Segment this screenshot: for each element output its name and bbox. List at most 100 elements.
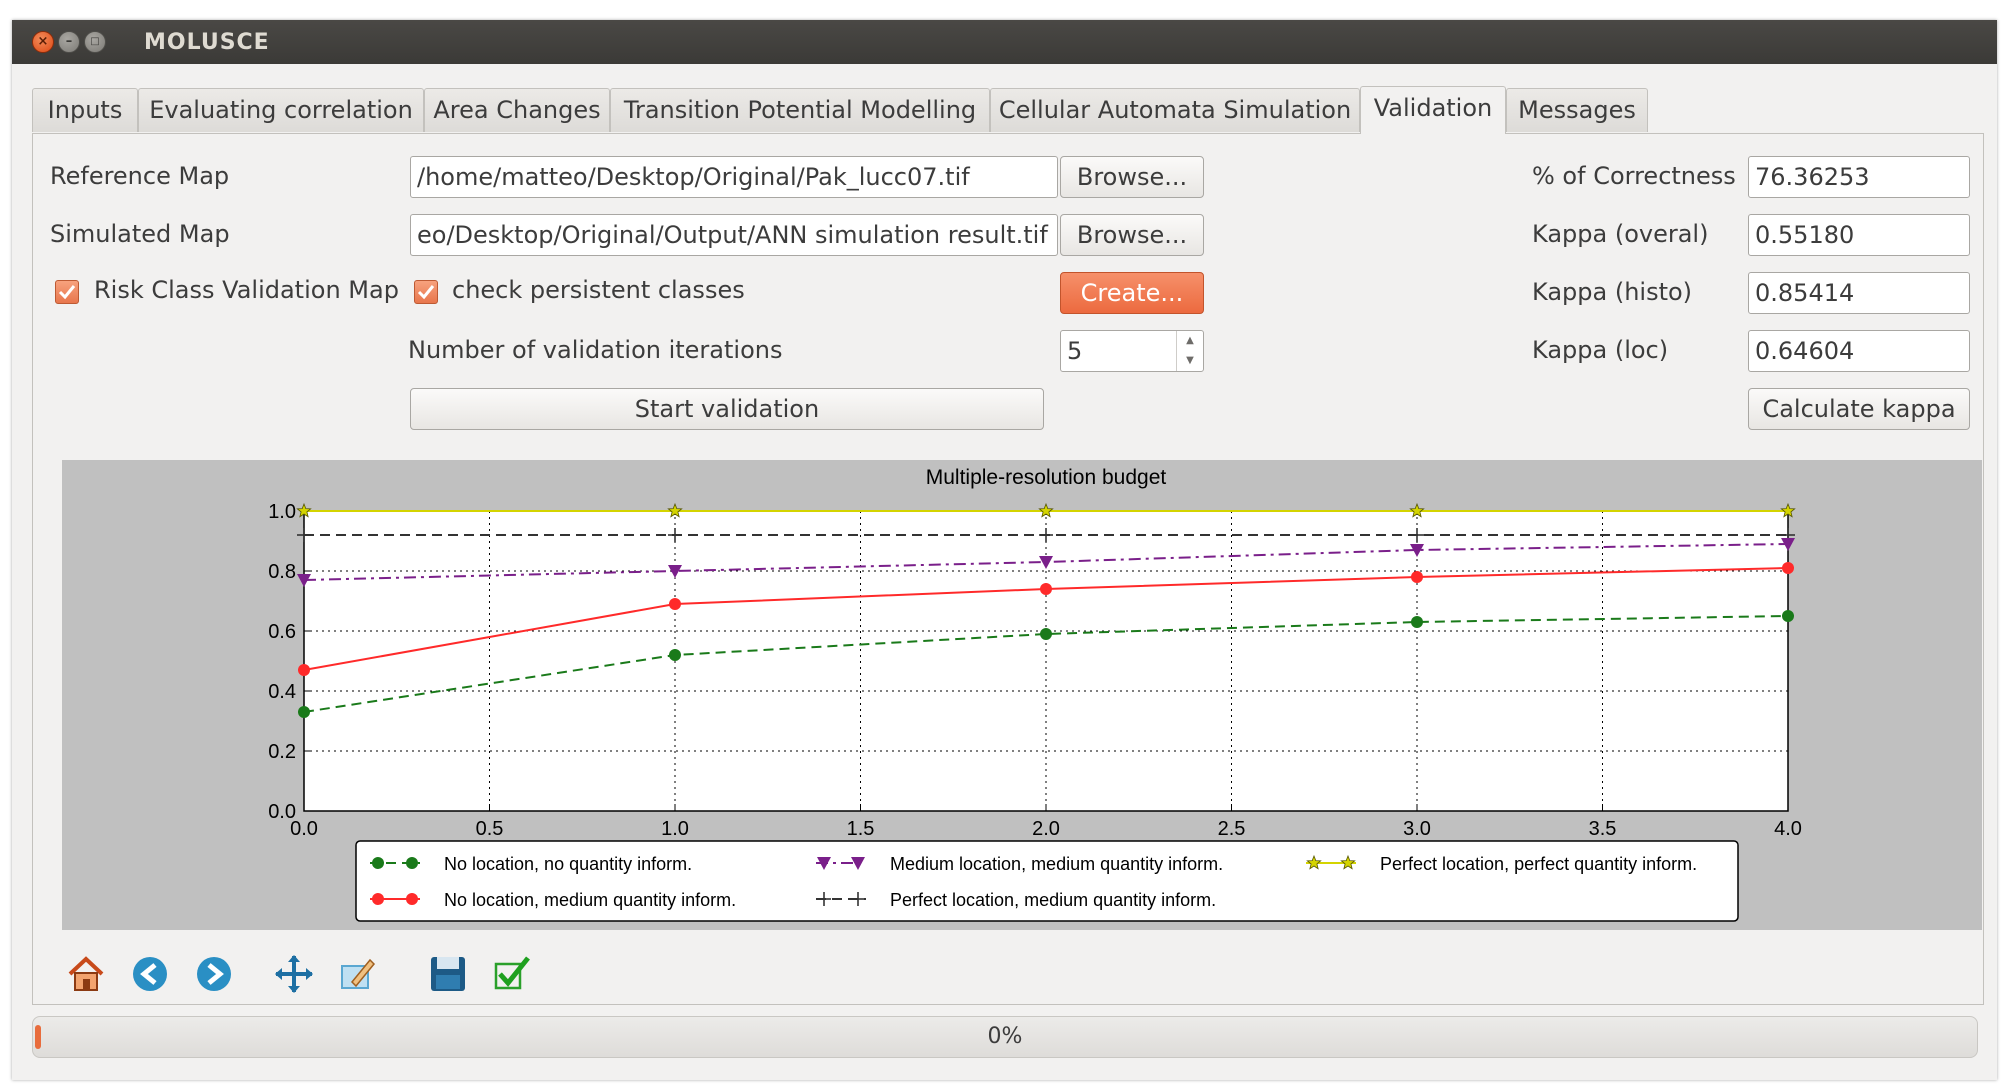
- legend-marker: [817, 892, 831, 906]
- simulated-map-input[interactable]: eo/Desktop/Original/Output/ANN simulatio…: [410, 214, 1058, 256]
- data-point: [297, 528, 311, 542]
- data-point: [1411, 616, 1423, 628]
- data-point: [296, 502, 312, 518]
- iterations-label: Number of validation iterations: [408, 336, 783, 364]
- minimize-window-button[interactable]: –: [58, 31, 80, 53]
- data-point: [1409, 502, 1425, 518]
- legend-marker: [817, 857, 831, 870]
- legend-marker: [851, 857, 865, 870]
- tab-area-changes[interactable]: Area Changes: [424, 88, 610, 132]
- tab-cellular-automata-simulation[interactable]: Cellular Automata Simulation: [990, 88, 1360, 132]
- legend-marker: [406, 857, 418, 869]
- kappa-loc-label: Kappa (loc): [1532, 336, 1669, 364]
- x-tick-label: 0.5: [476, 818, 504, 840]
- multiple-resolution-budget-chart: Multiple-resolution budget 0.0 0.5 1.0 1.5 2.…: [268, 466, 1802, 922]
- persistent-classes-checkbox[interactable]: [414, 280, 438, 304]
- x-tick-label: 0.0: [290, 818, 318, 840]
- simulated-map-label: Simulated Map: [50, 220, 230, 248]
- y-tick-label: 0.4: [268, 681, 296, 703]
- risk-class-checkbox[interactable]: [55, 280, 79, 304]
- y-tick-label: 0.0: [268, 801, 296, 823]
- data-point: [1782, 610, 1794, 622]
- correctness-label: % of Correctness: [1532, 162, 1736, 190]
- checkmark-icon: [58, 285, 76, 300]
- data-point: [298, 664, 310, 676]
- create-button[interactable]: Create...: [1060, 272, 1204, 314]
- risk-class-label: Risk Class Validation Map: [94, 276, 399, 304]
- y-tick-label: 1.0: [268, 501, 296, 523]
- home-icon[interactable]: [64, 952, 108, 996]
- pan-icon[interactable]: [272, 952, 316, 996]
- progress-text: 0%: [987, 1024, 1023, 1049]
- persistent-classes-label: check persistent classes: [452, 276, 745, 304]
- x-tick-label: 2.0: [1032, 818, 1060, 840]
- iterations-value: 5: [1067, 337, 1083, 365]
- legend-marker: [851, 892, 865, 906]
- title-bar: × – □ MOLUSCE: [12, 20, 1997, 64]
- kappa-overal-field[interactable]: 0.55180: [1748, 214, 1970, 256]
- tab-validation[interactable]: Validation: [1360, 86, 1506, 134]
- y-tick-label: 0.8: [268, 561, 296, 583]
- data-point: [668, 565, 682, 578]
- browse-simulated-button[interactable]: Browse...: [1060, 214, 1204, 256]
- data-point: [669, 598, 681, 610]
- molusce-window: × – □ MOLUSCE Inputs Evaluating correlat…: [12, 20, 1997, 1080]
- series-line: [303, 615, 1789, 713]
- data-point: [1781, 538, 1795, 551]
- tab-evaluating-correlation[interactable]: Evaluating correlation: [138, 88, 424, 132]
- spin-up-icon[interactable]: ▲: [1186, 335, 1194, 346]
- x-tick-label: 3.5: [1589, 818, 1617, 840]
- x-tick-label: 1.0: [661, 818, 689, 840]
- legend-label: Perfect location, perfect quantity infor…: [1380, 854, 1697, 874]
- legend-marker: [1306, 854, 1322, 870]
- data-point: [667, 502, 683, 518]
- check-icon[interactable]: [490, 952, 534, 996]
- x-tick-label: 2.5: [1218, 818, 1246, 840]
- legend-marker: [406, 893, 418, 905]
- legend-label: No location, no quantity inform.: [444, 854, 692, 874]
- checkmark-icon: [417, 285, 435, 300]
- tab-messages[interactable]: Messages: [1506, 88, 1648, 132]
- legend-marker: [372, 893, 384, 905]
- data-point: [669, 649, 681, 661]
- x-tick-label: 1.5: [847, 818, 875, 840]
- data-point: [1410, 528, 1424, 542]
- kappa-histo-label: Kappa (histo): [1532, 278, 1693, 306]
- close-window-button[interactable]: ×: [32, 31, 54, 53]
- data-point: [297, 574, 311, 587]
- legend-marker: [372, 857, 384, 869]
- kappa-loc-field[interactable]: 0.64604: [1748, 330, 1970, 372]
- y-tick-label: 0.6: [268, 621, 296, 643]
- calculate-kappa-button[interactable]: Calculate kappa: [1748, 388, 1970, 430]
- kappa-histo-field[interactable]: 0.85414: [1748, 272, 1970, 314]
- legend-marker: [1340, 854, 1356, 870]
- kappa-overal-label: Kappa (overal): [1532, 220, 1709, 248]
- forward-icon[interactable]: [192, 952, 236, 996]
- data-point: [1039, 528, 1053, 542]
- correctness-field[interactable]: 76.36253: [1748, 156, 1970, 198]
- legend-box: [355, 840, 1739, 922]
- iterations-spinbox[interactable]: 5 ▲ ▼: [1060, 330, 1204, 372]
- spin-arrows[interactable]: ▲ ▼: [1176, 331, 1203, 371]
- data-point: [1038, 502, 1054, 518]
- spin-down-icon[interactable]: ▼: [1186, 355, 1194, 366]
- data-point: [1039, 556, 1053, 569]
- chart-title: Multiple-resolution budget: [926, 466, 1167, 489]
- browse-reference-button[interactable]: Browse...: [1060, 156, 1204, 198]
- start-validation-button[interactable]: Start validation: [410, 388, 1044, 430]
- legend-label: No location, medium quantity inform.: [444, 890, 736, 910]
- back-icon[interactable]: [128, 952, 172, 996]
- reference-map-input[interactable]: /home/matteo/Desktop/Original/Pak_lucc07…: [410, 156, 1058, 198]
- configure-subplots-icon[interactable]: [336, 952, 380, 996]
- progress-bar: 0%: [32, 1016, 1978, 1058]
- tab-inputs[interactable]: Inputs: [32, 88, 138, 132]
- data-point: [298, 706, 310, 718]
- maximize-window-button[interactable]: □: [84, 31, 106, 53]
- data-point: [1780, 502, 1796, 518]
- tab-transition-potential-modelling[interactable]: Transition Potential Modelling: [610, 88, 990, 132]
- x-tick-label: 4.0: [1774, 818, 1802, 840]
- save-icon[interactable]: [426, 952, 470, 996]
- plot-canvas: Multiple-resolution budget 0.0 0.5 1.0 1.5 2.…: [62, 460, 1982, 930]
- legend-label: Perfect location, medium quantity inform…: [890, 890, 1216, 910]
- x-tick-label: 3.0: [1403, 818, 1431, 840]
